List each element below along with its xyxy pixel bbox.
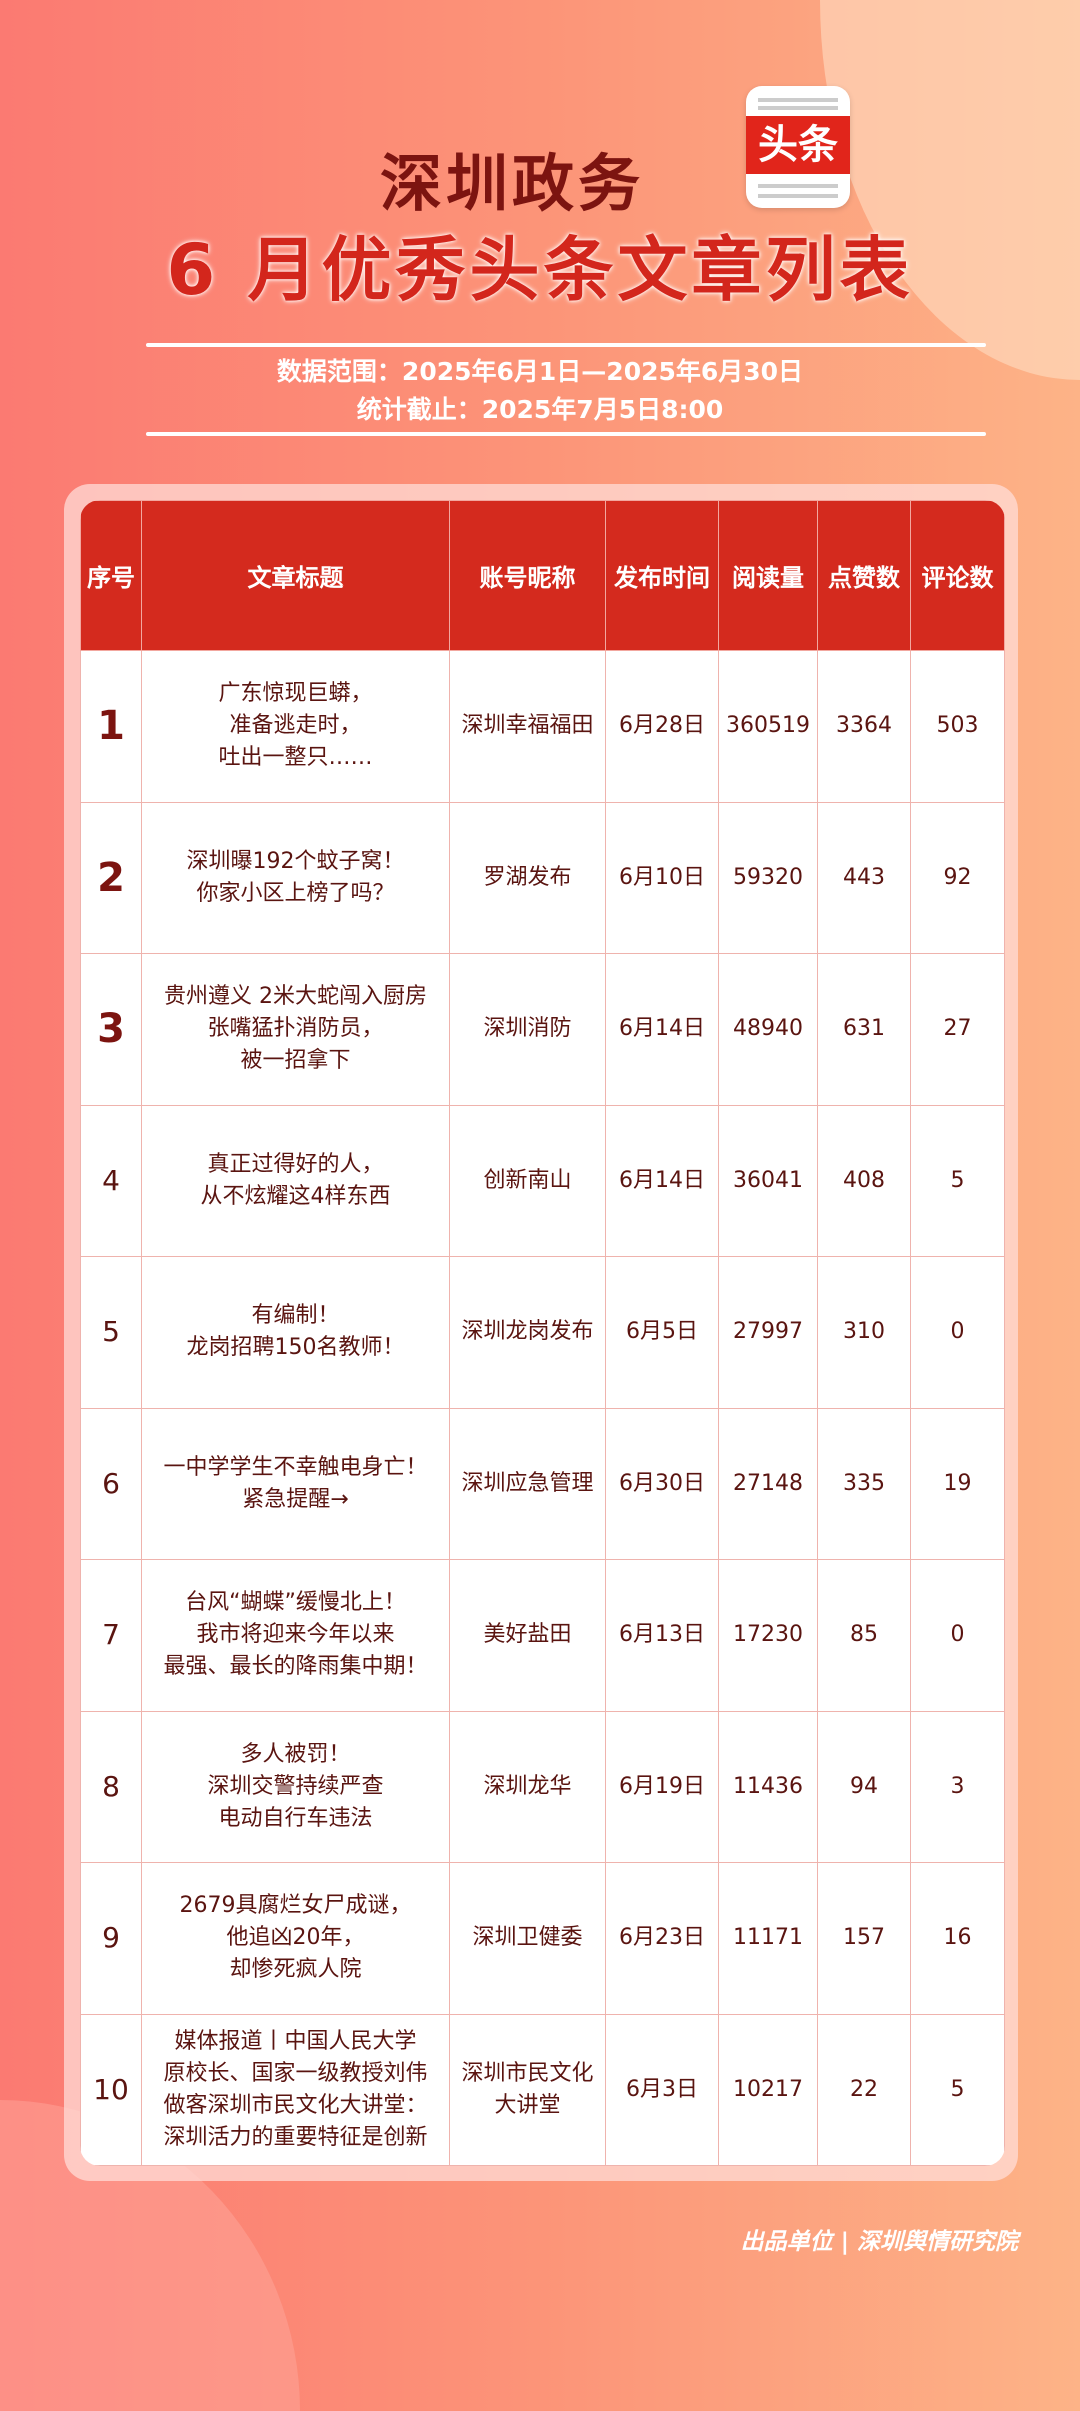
- title-cell: 台风“蝴蝶”缓慢北上！ 我市将迎来今年以来 最强、最长的降雨集中期！: [141, 1559, 450, 1712]
- articles-table: 序号 文章标题 账号昵称 发布时间 阅读量 点赞数 评论数 1 广东惊现巨蟒， 准…: [80, 500, 1005, 2166]
- likes-cell: 3364: [817, 650, 911, 803]
- date-cell: 6月5日: [605, 1256, 719, 1409]
- comments-cell: 19: [910, 1407, 1005, 1560]
- title-line1: 深圳政务: [380, 147, 645, 220]
- rank-cell: 7: [80, 1559, 142, 1712]
- date-cell: 6月30日: [605, 1407, 719, 1560]
- title-line2: 6 月优秀头条文章列表: [166, 229, 914, 311]
- title-cell: 多人被罚！ 深圳交警持续严查 电动自行车违法: [141, 1710, 450, 1863]
- date-cell: 6月23日: [605, 1862, 719, 2015]
- table-row: 1 广东惊现巨蟒， 准备逃走时， 吐出一整只…… 深圳幸福福田 6月28日 360519…: [80, 650, 1005, 803]
- table-row: 2 深圳曝192个蚊子窝！ 你家小区上榜了吗？ 罗湖发布 6月10日 59320 443 9…: [80, 801, 1005, 954]
- comments-cell: 503: [910, 650, 1005, 803]
- account-cell: 创新南山: [449, 1104, 606, 1257]
- col-reads: 阅读量: [718, 500, 818, 651]
- col-title: 文章标题: [141, 500, 450, 651]
- reads-cell: 11171: [718, 1862, 818, 2015]
- likes-cell: 157: [817, 1862, 911, 2015]
- date-cell: 6月14日: [605, 953, 719, 1106]
- comments-cell: 92: [910, 801, 1005, 954]
- table-row: 9 2679具腐烂女尸成谜， 他追凶20年， 却惨死疯人院 深圳卫健委 6月23日 11…: [80, 1862, 1005, 2015]
- title-cell: 有编制！ 龙岗招聘150名教师！: [141, 1256, 450, 1409]
- rank-cell: 5: [80, 1256, 142, 1409]
- table-row: 10 媒体报道丨中国人民大学 原校长、国家一级教授刘伟 做客深圳市民文化大讲堂： …: [80, 2013, 1005, 2166]
- account-cell: 深圳龙岗发布: [449, 1256, 606, 1409]
- account-cell: 深圳龙华: [449, 1710, 606, 1863]
- title-cell: 一中学学生不幸触电身亡！ 紧急提醒→: [141, 1407, 450, 1560]
- col-rank: 序号: [80, 500, 142, 651]
- divider-top: [146, 343, 986, 347]
- col-comments: 评论数: [910, 500, 1005, 651]
- toutiao-logo: 头条: [746, 86, 850, 208]
- rank-cell: 1: [80, 650, 142, 803]
- date-cell: 6月3日: [605, 2013, 719, 2166]
- reads-cell: 59320: [718, 801, 818, 954]
- date-cell: 6月10日: [605, 801, 719, 954]
- account-cell: 美好盐田: [449, 1559, 606, 1712]
- col-account: 账号昵称: [449, 500, 606, 651]
- reads-cell: 360519: [718, 650, 818, 803]
- table-row: 7 台风“蝴蝶”缓慢北上！ 我市将迎来今年以来 最强、最长的降雨集中期！ 美好盐田 6…: [80, 1559, 1005, 1712]
- account-cell: 深圳消防: [449, 953, 606, 1106]
- title-cell: 深圳曝192个蚊子窝！ 你家小区上榜了吗？: [141, 801, 450, 954]
- title-cell: 广东惊现巨蟒， 准备逃走时， 吐出一整只……: [141, 650, 450, 803]
- col-likes: 点赞数: [817, 500, 911, 651]
- likes-cell: 335: [817, 1407, 911, 1560]
- col-date: 发布时间: [605, 500, 719, 651]
- account-cell: 深圳市民文化 大讲堂: [449, 2013, 606, 2166]
- comments-cell: 0: [910, 1256, 1005, 1409]
- divider-bottom: [146, 432, 986, 436]
- rank-cell: 6: [80, 1407, 142, 1560]
- table-row: 4 真正过得好的人， 从不炫耀这4样东西 创新南山 6月14日 36041 408 5: [80, 1104, 1005, 1257]
- comments-cell: 16: [910, 1862, 1005, 2015]
- comments-cell: 5: [910, 2013, 1005, 2166]
- cutoff-time: 统计截止：2025年7月5日8:00: [356, 395, 724, 424]
- rank-cell: 3: [80, 953, 142, 1106]
- date-cell: 6月28日: [605, 650, 719, 803]
- decor-wave-top-right: [820, 0, 1080, 380]
- comments-cell: 27: [910, 953, 1005, 1106]
- likes-cell: 94: [817, 1710, 911, 1863]
- rank-cell: 2: [80, 801, 142, 954]
- table-row: 8 多人被罚！ 深圳交警持续严查 电动自行车违法 深圳龙华 6月19日 11436 94 3: [80, 1710, 1005, 1863]
- reads-cell: 27997: [718, 1256, 818, 1409]
- account-cell: 罗湖发布: [449, 801, 606, 954]
- date-cell: 6月14日: [605, 1104, 719, 1257]
- producer-credit: 出品单位 | 深圳舆情研究院: [740, 2229, 1018, 2255]
- date-cell: 6月19日: [605, 1710, 719, 1863]
- reads-cell: 27148: [718, 1407, 818, 1560]
- reads-cell: 48940: [718, 953, 818, 1106]
- reads-cell: 11436: [718, 1710, 818, 1863]
- likes-cell: 443: [817, 801, 911, 954]
- likes-cell: 631: [817, 953, 911, 1106]
- rank-cell: 8: [80, 1710, 142, 1863]
- reads-cell: 36041: [718, 1104, 818, 1257]
- likes-cell: 22: [817, 2013, 911, 2166]
- title-cell: 媒体报道丨中国人民大学 原校长、国家一级教授刘伟 做客深圳市民文化大讲堂： 深圳…: [141, 2013, 450, 2166]
- title-cell: 2679具腐烂女尸成谜， 他追凶20年， 却惨死疯人院: [141, 1862, 450, 2015]
- account-cell: 深圳幸福福田: [449, 650, 606, 803]
- date-cell: 6月13日: [605, 1559, 719, 1712]
- table-header-row: 序号 文章标题 账号昵称 发布时间 阅读量 点赞数 评论数: [80, 500, 1005, 651]
- reads-cell: 10217: [718, 2013, 818, 2166]
- comments-cell: 5: [910, 1104, 1005, 1257]
- likes-cell: 85: [817, 1559, 911, 1712]
- likes-cell: 310: [817, 1256, 911, 1409]
- logo-text: 头条: [746, 116, 850, 174]
- title-cell: 贵州遵义 2米大蛇闯入厨房 张嘴猛扑消防员， 被一招拿下: [141, 953, 450, 1106]
- title-cell: 真正过得好的人， 从不炫耀这4样东西: [141, 1104, 450, 1257]
- rank-cell: 9: [80, 1862, 142, 2015]
- account-cell: 深圳应急管理: [449, 1407, 606, 1560]
- comments-cell: 0: [910, 1559, 1005, 1712]
- comments-cell: 3: [910, 1710, 1005, 1863]
- likes-cell: 408: [817, 1104, 911, 1257]
- rank-cell: 10: [80, 2013, 142, 2166]
- table-row: 6 一中学学生不幸触电身亡！ 紧急提醒→ 深圳应急管理 6月30日 27148 335 19: [80, 1407, 1005, 1560]
- data-range: 数据范围：2025年6月1日—2025年6月30日: [276, 357, 804, 386]
- rank-cell: 4: [80, 1104, 142, 1257]
- reads-cell: 17230: [718, 1559, 818, 1712]
- table-row: 3 贵州遵义 2米大蛇闯入厨房 张嘴猛扑消防员， 被一招拿下 深圳消防 6月14日 48…: [80, 953, 1005, 1106]
- account-cell: 深圳卫健委: [449, 1862, 606, 2015]
- table-row: 5 有编制！ 龙岗招聘150名教师！ 深圳龙岗发布 6月5日 27997 310 0: [80, 1256, 1005, 1409]
